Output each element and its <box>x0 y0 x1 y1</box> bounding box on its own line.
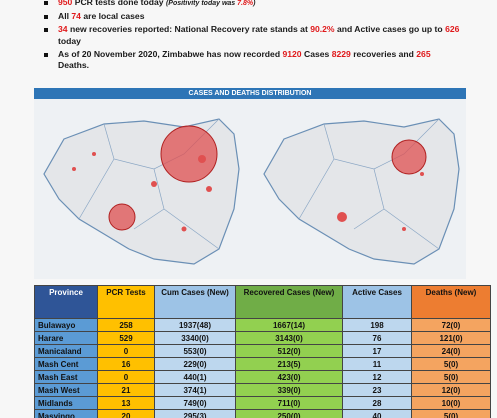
table-cell: 12(0) <box>411 383 491 397</box>
bullet-text: 8229 <box>331 48 351 59</box>
header-cell: Active Cases <box>342 285 412 319</box>
bullet-text: (Positivity today was <box>165 0 238 7</box>
bullet-text: 626 <box>445 24 460 34</box>
table-cell: 5(0) <box>411 409 491 418</box>
table-cell: Harare <box>34 331 98 345</box>
bullet-text: recoveries and <box>350 48 417 59</box>
header-cell: Deaths (New) <box>411 285 491 319</box>
table-cell: 339(0) <box>235 383 343 397</box>
table-cell: 20 <box>97 409 155 418</box>
table-row: Bulawayo 258 1937(48) 1667(14) 198 72(0) <box>34 318 491 332</box>
table-cell: Mash Cent <box>34 357 98 371</box>
header-cell: Recovered Cases (New) <box>235 285 343 319</box>
table-cell: 121(0) <box>411 331 491 345</box>
bullet-text: new recoveries reported: National Recove… <box>67 24 311 34</box>
table-cell: 711(0) <box>235 396 343 410</box>
bullet-text: Deaths. <box>58 60 90 70</box>
section-header: CASES AND DEATHS DISTRIBUTION <box>34 88 466 99</box>
table-cell: 749(0) <box>154 396 236 410</box>
table-cell: 0 <box>97 370 155 384</box>
maps <box>34 99 466 279</box>
table-cell: 423(0) <box>235 370 343 384</box>
table-cell: 13 <box>97 396 155 410</box>
bullet-text: 90.2% <box>310 24 335 34</box>
table-cell: 16 <box>97 357 155 371</box>
table-row: Mash West 21 374(1) 339(0) 23 12(0) <box>34 383 491 397</box>
bullet-text: today <box>58 35 81 46</box>
bullet-text: 9120 <box>282 48 302 59</box>
table-cell: Mash East <box>34 370 98 384</box>
bullet-list: 950 PCR tests done today (Positivity tod… <box>40 0 460 73</box>
table-row: Midlands 13 749(0) 711(0) 28 10(0) <box>34 396 491 410</box>
bullet: 34 new recoveries reported: National Rec… <box>40 24 460 47</box>
table-row: Masvingo 20 295(3) 250(0) 40 5(0) <box>34 409 491 418</box>
bullet-text: are local cases <box>80 11 145 21</box>
table-cell: 28 <box>342 396 412 410</box>
table-cell: 40 <box>342 409 412 418</box>
table-cell: 21 <box>97 383 155 397</box>
table-cell: 10(0) <box>411 396 491 410</box>
table-cell: 24(0) <box>411 344 491 358</box>
table-row: Manicaland 0 553(0) 512(0) 17 24(0) <box>34 344 491 358</box>
table-cell: 0 <box>97 344 155 358</box>
table-cell: 11 <box>342 357 412 371</box>
table-cell: 374(1) <box>154 383 236 397</box>
table-cell: 72(0) <box>411 318 491 332</box>
map-left <box>43 118 240 265</box>
bullet-text: As of 20 November 2020, Zimbabwe has now… <box>58 48 283 59</box>
table-row: Mash East 0 440(1) 423(0) 12 5(0) <box>34 370 491 384</box>
table-cell: 440(1) <box>154 370 236 384</box>
table-cell: Bulawayo <box>34 318 98 332</box>
table-cell: Midlands <box>34 396 98 410</box>
table-cell: 76 <box>342 331 412 345</box>
table-row: Mash Cent 16 229(0) 213(5) 11 5(0) <box>34 357 491 371</box>
bullet: All 74 are local cases <box>40 11 460 23</box>
bullet-text: All <box>58 11 72 21</box>
bullet-text: and Active cases go up to <box>334 24 446 34</box>
table-row: Harare 529 3340(0) 3143(0) 76 121(0) <box>34 331 491 345</box>
table-cell: 213(5) <box>235 357 343 371</box>
table-cell: Mash West <box>34 383 98 397</box>
bullet: 950 PCR tests done today (Positivity tod… <box>40 0 460 10</box>
bullet-text: 74 <box>71 11 81 21</box>
table-cell: 17 <box>342 344 412 358</box>
table-cell: 198 <box>342 318 412 332</box>
header-cell: PCR Tests <box>97 285 155 319</box>
province-table: Province PCR Tests Cum Cases (New) Recovere… <box>34 285 491 418</box>
table-cell: 529 <box>97 331 155 345</box>
table-cell: 1937(48) <box>154 318 236 332</box>
header-cell: Province <box>34 285 98 319</box>
table-cell: 258 <box>97 318 155 332</box>
bullet-text: ) <box>253 0 256 7</box>
table-cell: 512(0) <box>235 344 343 358</box>
map-right <box>263 118 460 265</box>
table-cell: 295(3) <box>154 409 236 418</box>
bullet-text: 950 <box>58 0 73 7</box>
bullet-text: PCR tests done today <box>72 0 166 7</box>
bullet: As of 20 November 2020, Zimbabwe has now… <box>40 49 460 72</box>
table-cell: 229(0) <box>154 357 236 371</box>
table-cell: 23 <box>342 383 412 397</box>
table-cell: 553(0) <box>154 344 236 358</box>
table-cell: 5(0) <box>411 357 491 371</box>
table-cell: Manicaland <box>34 344 98 358</box>
table-cell: 5(0) <box>411 370 491 384</box>
table-cell: 250(0) <box>235 409 343 418</box>
table-cell: 3340(0) <box>154 331 236 345</box>
bullet-text: 265 <box>416 48 431 59</box>
bullet-text: 7.8% <box>237 0 254 7</box>
table-cell: 12 <box>342 370 412 384</box>
header-row: Province PCR Tests Cum Cases (New) Recovere… <box>34 285 491 319</box>
table-cell: 1667(14) <box>235 318 343 332</box>
bullet-text: Cases <box>301 48 332 59</box>
table-cell: Masvingo <box>34 409 98 418</box>
bullet-text: 34 <box>58 24 68 34</box>
table-cell: 3143(0) <box>235 331 343 345</box>
header-cell: Cum Cases (New) <box>154 285 236 319</box>
